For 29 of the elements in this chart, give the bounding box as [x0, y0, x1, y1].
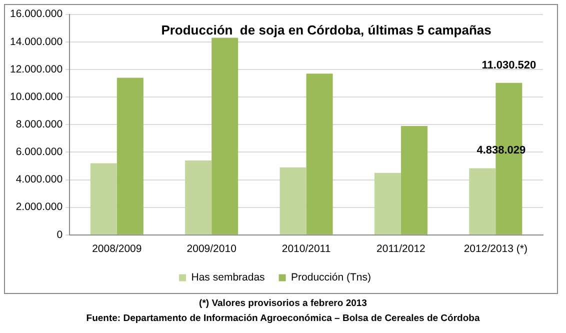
bar [469, 168, 496, 234]
y-tick-label: 10.000.000 [10, 90, 63, 103]
bar [400, 126, 428, 234]
bar [90, 163, 117, 234]
data-label: 11.030.520 [482, 59, 536, 72]
bar [280, 167, 306, 234]
x-tick-label: 2012/2013 (*) [464, 243, 528, 256]
x-tick-label: 2010/2011 [282, 243, 331, 256]
y-tick-label: 4.000.000 [16, 174, 63, 186]
bar [185, 160, 212, 234]
legend-label: Producción (Tns) [291, 272, 371, 284]
y-tick-label: 12.000.000 [10, 63, 63, 76]
y-tick-label: 6.000.000 [16, 146, 63, 158]
legend-label: Has sembradas [191, 272, 265, 284]
y-tick-label: 2.000.000 [16, 201, 63, 214]
x-tick-label: 2011/2012 [376, 243, 426, 256]
text: Producción de soja en Córdoba, últimas 5 campañas [161, 22, 492, 38]
x-tick-label: 2008/2009 [92, 243, 142, 256]
y-tick-label: 16.000.000 [10, 8, 63, 20]
y-tick-label: 0 [56, 228, 63, 241]
bar [306, 74, 333, 234]
bar [116, 78, 144, 234]
x-tick-label: 2009/2010 [186, 243, 237, 256]
text: (*) Valores provisorios a febrero 2013 [198, 297, 368, 311]
y-tick-label: 14.000.000 [10, 36, 63, 48]
source-note: Fuente: Departamento de Información Agroeconómica – Bolsa de Cereales de Córdoba [85, 312, 481, 326]
bar [212, 38, 238, 234]
bar [374, 172, 401, 234]
y-tick-label: 8.000.000 [16, 118, 63, 130]
